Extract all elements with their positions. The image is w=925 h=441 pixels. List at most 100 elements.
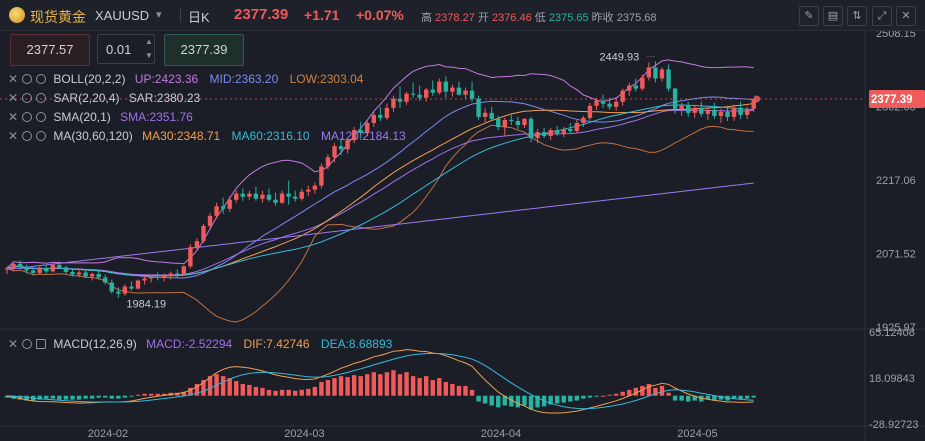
macd-bar	[247, 384, 252, 396]
candle-body	[482, 112, 488, 117]
eye-icon[interactable]	[36, 112, 47, 122]
macd-bar	[234, 381, 239, 396]
chevron-up-icon[interactable]: ▲	[145, 37, 153, 46]
remove-indicator-icon[interactable]: ✕	[8, 337, 19, 351]
remove-indicator-icon[interactable]: ✕	[8, 91, 19, 105]
macd-bar	[443, 382, 449, 396]
macd-bar	[293, 390, 298, 396]
candle-body	[332, 146, 337, 158]
macd-bar	[109, 395, 114, 399]
close-icon[interactable]: ✕	[896, 6, 916, 26]
boll-low: LOW:2303.04	[289, 72, 364, 86]
eye-icon[interactable]	[36, 131, 47, 141]
macd-bar	[692, 395, 697, 401]
candle-body	[430, 89, 435, 93]
macd-bar	[613, 393, 619, 396]
settings-icon[interactable]	[22, 131, 33, 141]
candle-body	[620, 90, 625, 102]
candle-body	[725, 111, 730, 117]
settings-icon[interactable]	[22, 74, 33, 84]
candle-body	[50, 264, 56, 272]
settings-icon[interactable]	[22, 93, 33, 103]
x-tick-label: 2024-04	[481, 428, 521, 440]
candle-body	[358, 130, 363, 134]
open-label: 开	[477, 12, 489, 24]
macd-bar	[17, 395, 23, 400]
candle-body	[463, 90, 468, 95]
candle-body	[37, 267, 42, 273]
macd-bar	[351, 375, 357, 396]
sell-price-button[interactable]: 2377.57	[10, 34, 90, 66]
legend-sar: ✕ SAR(2,20,4) SAR:2380.23	[8, 91, 208, 105]
eye-icon[interactable]	[36, 74, 47, 84]
macd-bar	[627, 389, 632, 396]
macd-bar	[424, 376, 429, 396]
candle-body	[686, 105, 691, 113]
remove-indicator-icon[interactable]: ✕	[8, 129, 19, 143]
macd-bar	[738, 395, 743, 400]
boll-lower-line	[6, 124, 754, 323]
chevron-down-icon[interactable]: ▼	[145, 51, 153, 60]
candle-body	[679, 105, 684, 109]
ma60-line	[6, 104, 754, 277]
remove-indicator-icon[interactable]: ✕	[8, 72, 19, 86]
quantity-input[interactable]: 0.01	[97, 34, 155, 64]
candle-body	[476, 98, 481, 117]
chart-type-icon[interactable]: ▤	[823, 6, 843, 26]
candle-body	[633, 85, 638, 89]
candle-body	[450, 87, 455, 92]
eye-off-icon[interactable]	[36, 93, 47, 103]
header-bar: 现货黄金 XAUUSD ▾ 日K 2377.39 +1.71 +0.07% 高 …	[0, 0, 925, 31]
macd-bar	[358, 376, 363, 396]
settings-icon[interactable]	[22, 339, 33, 349]
macd-bar	[44, 395, 49, 399]
candle-body	[351, 130, 357, 141]
macd-bar	[220, 376, 226, 396]
macd-bar	[633, 387, 638, 396]
candle-body	[273, 199, 278, 203]
candle-body	[548, 130, 553, 137]
macd-bar	[286, 389, 291, 396]
x-tick-label: 2024-03	[284, 428, 324, 440]
candle-body	[640, 77, 645, 89]
candle-body	[57, 264, 62, 268]
buy-price-button[interactable]: 2377.39	[164, 34, 244, 66]
low-value: 2375.65	[548, 12, 589, 24]
candle-body	[587, 105, 593, 118]
macd-bar	[135, 394, 141, 396]
x-tick-label: 2024-02	[88, 428, 128, 440]
legend-macd: ✕ MACD(12,26,9) MACD:-2.52294 DIF:7.4274…	[8, 337, 400, 351]
candle-body	[4, 268, 10, 270]
candle-body	[188, 247, 193, 267]
macd-bar	[718, 395, 724, 400]
draw-tools-icon[interactable]: ✎	[799, 6, 819, 26]
candle-body	[247, 193, 252, 197]
period-selector[interactable]: 日K	[188, 10, 210, 25]
instrument-name[interactable]: 现货黄金	[30, 9, 86, 25]
macd-bar	[332, 378, 337, 396]
candle-body	[162, 275, 167, 278]
instrument-symbol[interactable]: XAUUSD	[95, 8, 150, 23]
settings-icon[interactable]	[22, 112, 33, 122]
dea-line	[6, 353, 754, 410]
macd-bar	[751, 395, 756, 398]
boll-mid-line	[6, 96, 754, 279]
ohlc-summary: 高 2378.27 开 2376.46 低 2375.65 昨收 2375.68	[421, 9, 657, 25]
macd-bar	[384, 372, 390, 396]
candle-body	[11, 263, 16, 269]
candle-body	[63, 267, 69, 272]
macd-bar	[410, 376, 416, 396]
macd-bar	[456, 385, 462, 396]
candle-body	[404, 93, 409, 102]
candle-body	[31, 270, 36, 273]
add-icon[interactable]	[36, 339, 47, 349]
chevron-down-icon[interactable]: ▾	[156, 9, 162, 21]
remove-indicator-icon[interactable]: ✕	[8, 110, 19, 124]
x-tick-label: 2024-05	[677, 428, 717, 440]
fullscreen-icon[interactable]: ⤢	[872, 6, 892, 26]
candle-body	[279, 193, 285, 203]
candle-body	[489, 112, 494, 119]
indicator-icon[interactable]: ⇅	[847, 6, 867, 26]
candle-body	[744, 108, 750, 115]
